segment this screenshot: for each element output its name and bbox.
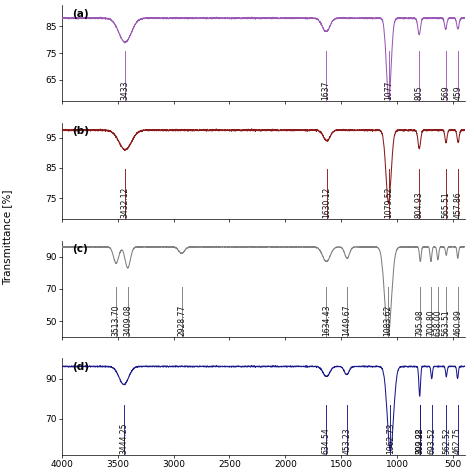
Text: 459: 459: [454, 86, 463, 100]
Text: 634.54: 634.54: [322, 428, 331, 454]
Text: 1079.52: 1079.52: [384, 187, 393, 219]
Text: 3513.70: 3513.70: [111, 305, 120, 336]
Text: (a): (a): [72, 9, 88, 18]
Text: 638.00: 638.00: [433, 310, 442, 336]
Text: 457.86: 457.86: [454, 191, 463, 219]
Text: 569: 569: [441, 86, 450, 100]
Text: (b): (b): [72, 127, 89, 137]
Text: 460.99: 460.99: [453, 310, 462, 336]
Text: 2928.77: 2928.77: [177, 305, 186, 336]
Text: 1449.67: 1449.67: [343, 305, 352, 336]
Text: 3409.08: 3409.08: [123, 305, 132, 336]
Text: 563.51: 563.51: [442, 310, 451, 336]
Text: Transmittance [%]: Transmittance [%]: [2, 189, 12, 285]
Text: 795.98: 795.98: [416, 310, 425, 336]
Text: 1062.73: 1062.73: [386, 423, 395, 454]
Text: 462.75: 462.75: [453, 428, 462, 454]
Text: 799.28: 799.28: [415, 428, 424, 454]
Text: 3433: 3433: [120, 81, 129, 100]
Text: 1637: 1637: [321, 81, 330, 100]
Text: (d): (d): [72, 362, 89, 372]
Text: 562.52: 562.52: [442, 428, 451, 454]
Text: 1634.43: 1634.43: [322, 305, 331, 336]
Text: 804.93: 804.93: [415, 191, 424, 219]
Text: 1077: 1077: [384, 81, 393, 100]
Text: 1630.12: 1630.12: [322, 187, 331, 219]
Text: 802.92: 802.92: [415, 428, 424, 454]
Text: 3432.12: 3432.12: [121, 187, 130, 219]
Text: (c): (c): [72, 245, 87, 255]
Text: 453.23: 453.23: [342, 428, 351, 454]
Text: 565.51: 565.51: [442, 191, 451, 219]
Text: 1083.62: 1083.62: [383, 305, 392, 336]
Text: 3444.25: 3444.25: [119, 423, 128, 454]
Text: 693.52: 693.52: [427, 428, 436, 454]
Text: 805: 805: [415, 86, 424, 100]
Text: 700.80: 700.80: [427, 310, 436, 336]
